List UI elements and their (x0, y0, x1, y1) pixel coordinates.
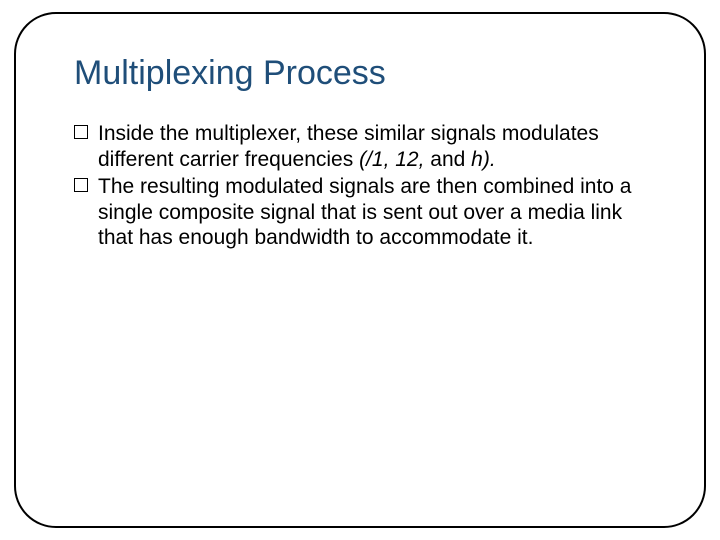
bullet-italic: (/1, 12, (359, 148, 430, 171)
slide-title: Multiplexing Process (74, 54, 654, 93)
bullet-italic: h). (471, 148, 496, 171)
slide: Multiplexing Process Inside the multiple… (0, 0, 720, 540)
bullet-text: and (430, 148, 465, 171)
list-item: The resulting modulated signals are then… (74, 174, 654, 251)
square-bullet-icon (74, 125, 88, 139)
square-bullet-icon (74, 178, 88, 192)
bullet-text: The resulting modulated signals are then… (98, 175, 632, 249)
bullet-list: Inside the multiplexer, these similar si… (74, 121, 654, 251)
bullet-text: Inside the multiplexer, these similar si… (98, 122, 599, 171)
slide-content: Multiplexing Process Inside the multiple… (74, 54, 654, 253)
list-item: Inside the multiplexer, these similar si… (74, 121, 654, 172)
